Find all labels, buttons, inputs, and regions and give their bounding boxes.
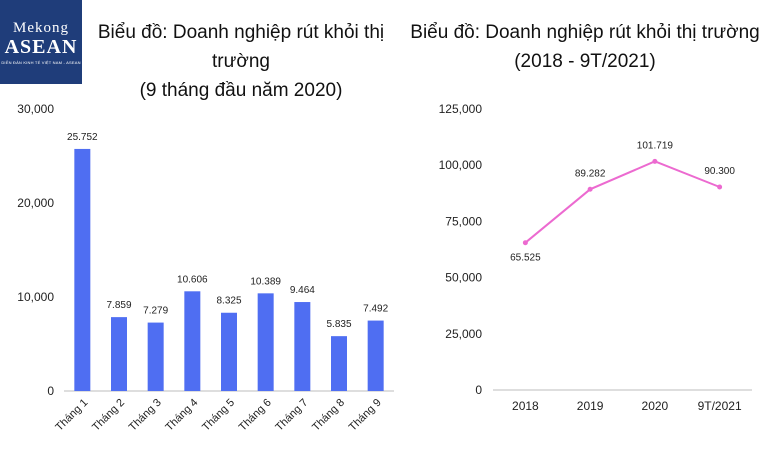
line-y-tick-label: 100,000	[439, 158, 483, 172]
line-y-tick-label: 50,000	[445, 271, 482, 285]
bar-x-tick-label: Tháng 1	[53, 397, 90, 434]
bar-x-tick-label: Tháng 7	[273, 397, 310, 434]
bar	[367, 320, 384, 391]
bar-value-label: 9.464	[290, 285, 315, 296]
bar	[147, 322, 164, 391]
line-point	[522, 240, 528, 246]
line-point	[587, 186, 593, 192]
bar-chart: 0 10,000 20,000 30,000 25.752 Tháng 1 7.859 Thá…	[17, 102, 394, 434]
bar	[221, 312, 237, 391]
logo-line-1: Mekong	[13, 19, 69, 36]
bar	[184, 291, 201, 391]
line-x-tick-label: 2020	[642, 399, 669, 413]
bar-x-tick-label: Tháng 9	[347, 397, 384, 434]
line-y-tick-label: 125,000	[439, 102, 483, 116]
bar-chart-title: Biểu đồ: Doanh nghiệp rút khỏi thị trườn…	[97, 22, 385, 72]
line-x-tick-label: 2019	[577, 399, 604, 413]
bar-x-tick-label: Tháng 2	[90, 397, 127, 434]
line-chart-title-block: Biểu đồ: Doanh nghiệp rút khỏi thị trườn…	[410, 18, 760, 76]
bar	[294, 302, 311, 391]
line-value-label: 89.282	[575, 168, 606, 179]
bar	[74, 148, 91, 391]
line-value-label: 101.719	[637, 140, 674, 151]
line-chart: 0 25,000 50,000 75,000 100,000 125,000 65.525 2…	[439, 102, 752, 413]
logo-line-3: DIỄN ĐÀN KINH TẾ VIỆT NAM - ASEAN	[1, 59, 81, 65]
bar-x-tick-label: Tháng 3	[127, 397, 164, 434]
bar-value-label: 10.606	[177, 274, 208, 285]
bar	[331, 336, 347, 391]
line-x-tick-label: 9T/2021	[698, 399, 742, 413]
line-chart-subtitle: (2018 - 9T/2021)	[514, 51, 656, 72]
bar-chart-subtitle: (9 tháng đầu năm 2020)	[139, 80, 343, 101]
bar-value-label: 7.859	[106, 300, 131, 311]
line-y-tick-label: 0	[475, 383, 482, 397]
line-value-label: 90.300	[704, 166, 735, 177]
bar-y-tick-label: 20,000	[17, 196, 54, 210]
bar-value-label: 7.492	[363, 304, 388, 315]
line-chart-title: Biểu đồ: Doanh nghiệp rút khỏi thị trườn…	[410, 22, 760, 43]
bar-value-label: 10.389	[250, 276, 281, 287]
bar-y-tick-label: 30,000	[17, 102, 54, 116]
bar-value-label: 25.752	[67, 132, 98, 143]
mekong-asean-logo: Mekong ASEAN DIỄN ĐÀN KINH TẾ VIỆT NAM -…	[0, 0, 82, 84]
bar-value-label: 8.325	[216, 296, 241, 307]
bar-value-label: 7.279	[143, 306, 168, 317]
line-value-label: 65.525	[510, 253, 541, 264]
bar-y-tick-label: 0	[47, 384, 54, 398]
bar-x-tick-label: Tháng 5	[200, 397, 237, 434]
line-x-tick-label: 2018	[512, 399, 539, 413]
bar-x-tick-label: Tháng 4	[163, 397, 200, 434]
bar-chart-title-block: Biểu đồ: Doanh nghiệp rút khỏi thị trườn…	[86, 18, 396, 105]
bar	[257, 293, 274, 391]
line-point	[717, 184, 723, 190]
line-y-tick-label: 75,000	[445, 214, 482, 228]
bar-value-label: 5.835	[326, 319, 351, 330]
line-series	[524, 160, 720, 244]
bar-x-tick-label: Tháng 8	[310, 397, 347, 434]
line-y-tick-label: 25,000	[445, 327, 482, 341]
bar	[111, 317, 127, 391]
line-point	[652, 158, 658, 164]
bar-y-tick-label: 10,000	[17, 290, 54, 304]
logo-line-2: ASEAN	[4, 35, 78, 58]
bar-x-tick-label: Tháng 6	[237, 397, 274, 434]
